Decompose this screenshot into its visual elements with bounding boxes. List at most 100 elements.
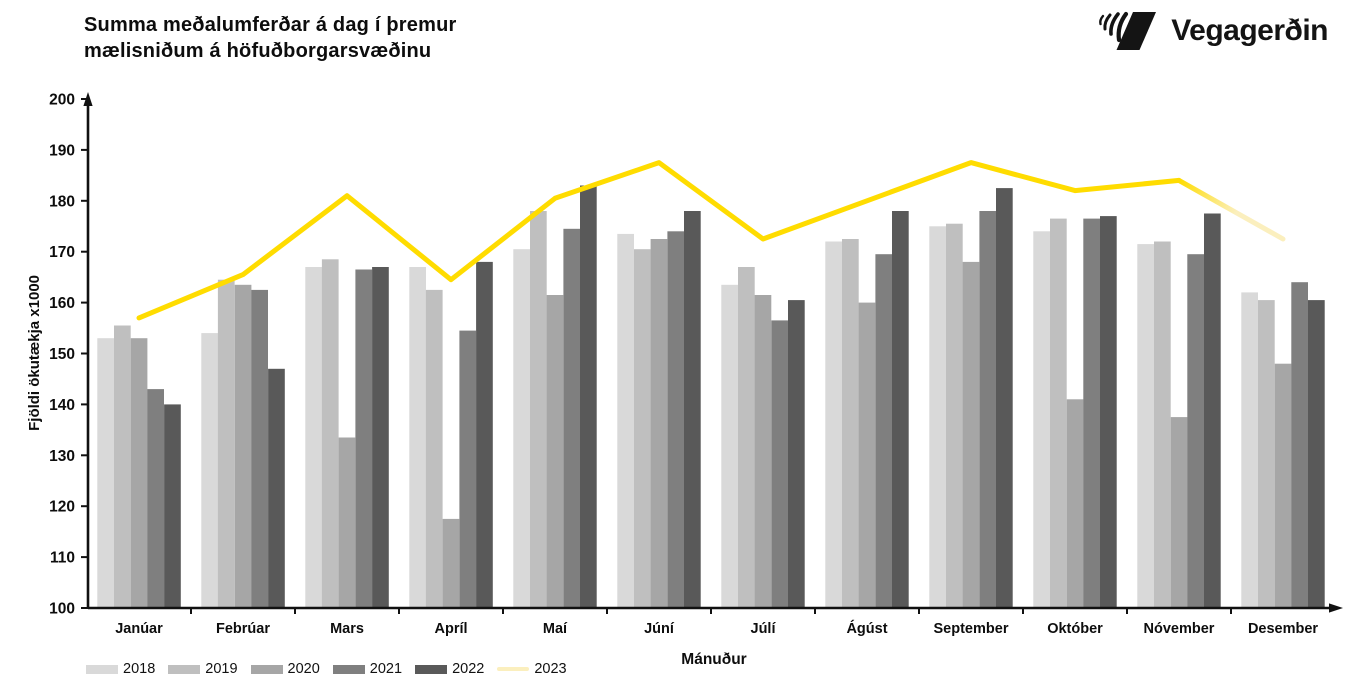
bar-2018-apríl: [409, 267, 426, 607]
bar-2019-apríl: [425, 289, 443, 607]
y-tick-label-140: 140: [49, 397, 75, 414]
bar-2019-október: [1050, 218, 1067, 607]
bar-2022-mars: [372, 267, 389, 607]
bar-2022-nóvember: [1204, 213, 1221, 607]
bar-2022-júlí: [788, 300, 805, 607]
bar-2020-febrúar: [234, 284, 252, 607]
bar-2022-janúar: [164, 404, 181, 607]
legend-swatch-2023: [497, 667, 530, 671]
page-title-line2: mælisniðum á höfuðborgarsvæðinu: [84, 40, 432, 63]
bar-2019-mars: [321, 259, 339, 607]
bar-2022-ágúst: [892, 211, 909, 607]
legend-item-2020: 2020: [250, 661, 320, 677]
y-tick-label-150: 150: [49, 346, 75, 363]
bar-2018-júní: [617, 233, 634, 607]
legend-label-2020: 2020: [287, 661, 320, 677]
bar-2018-mars: [305, 267, 322, 607]
bar-2021-apríl: [459, 330, 477, 607]
bar-2021-ágúst: [875, 254, 893, 607]
bar-2022-febrúar: [268, 368, 285, 607]
legend-label-2022: 2022: [452, 661, 485, 677]
chart-legend: 2018 2019 2020 2021 2022 2023: [86, 661, 580, 677]
y-tick-label-120: 120: [49, 499, 75, 516]
x-label-nóvember: Nóvember: [1144, 621, 1215, 637]
line-2023: [136, 160, 1182, 321]
bar-2019-janúar: [114, 325, 131, 607]
bar-2019-ágúst: [842, 239, 859, 607]
legend-item-2022: 2022: [415, 661, 484, 677]
legend-swatch-2021: [332, 664, 365, 674]
legend-label-2019: 2019: [205, 661, 238, 677]
y-tick-label-200: 200: [49, 92, 75, 109]
page-title-line1: Summa meðalumferðar á dag í þremur: [84, 14, 457, 36]
x-label-ágúst: Ágúst: [846, 620, 887, 637]
bar-2021-júní: [667, 231, 685, 608]
bar-2020-ágúst: [858, 302, 876, 607]
legend-label-2018: 2018: [123, 661, 156, 677]
bar-2019-febrúar: [217, 279, 235, 607]
bar-2022-október: [1100, 216, 1117, 607]
bar-2019-júní: [634, 249, 651, 607]
x-label-júlí: Júlí: [751, 621, 777, 637]
bar-2019-desember: [1258, 300, 1275, 607]
legend-swatch-2019: [168, 664, 201, 674]
bar-2022-september: [996, 188, 1013, 607]
line-2023-faded: [1176, 177, 1286, 242]
x-axis-arrow: [1329, 603, 1343, 613]
bar-2018-maí: [513, 249, 530, 607]
legend-item-2021: 2021: [332, 661, 402, 677]
bar-2021-desember: [1291, 282, 1308, 607]
bar-2022-maí: [580, 185, 597, 607]
bar-2018-febrúar: [201, 333, 218, 607]
bar-2022-júní: [684, 211, 701, 607]
x-label-desember: Desember: [1248, 621, 1318, 637]
bar-2018-nóvember: [1137, 244, 1154, 607]
bar-2021-nóvember: [1187, 254, 1204, 607]
bar-2020-nóvember: [1170, 417, 1188, 607]
bar-2019-júlí: [738, 267, 755, 607]
y-tick-label-170: 170: [49, 244, 75, 261]
bar-2021-október: [1083, 218, 1100, 607]
bar-2021-janúar: [147, 389, 164, 607]
vegagerdin-logo-icon: [1099, 11, 1157, 50]
legend-swatch-2022: [415, 664, 448, 674]
x-label-október: Október: [1047, 621, 1103, 637]
y-tick-label-160: 160: [49, 295, 75, 312]
legend-label-2023: 2023: [534, 661, 567, 677]
bar-2021-júlí: [771, 320, 789, 607]
legend-item-2019: 2019: [168, 661, 238, 677]
legend-item-2018: 2018: [86, 661, 155, 677]
bar-2021-maí: [563, 228, 581, 608]
bar-2020-janúar: [130, 338, 148, 607]
bar-2021-febrúar: [251, 289, 268, 607]
bar-2019-nóvember: [1154, 241, 1171, 607]
legend-item-2023: 2023: [497, 661, 567, 677]
bar-2022-desember: [1308, 300, 1325, 607]
x-label-febrúar: Febrúar: [216, 621, 270, 637]
legend-swatch-2020: [250, 664, 283, 674]
bar-2018-ágúst: [825, 241, 842, 607]
bar-2020-júlí: [754, 295, 772, 607]
bar-2020-maí: [546, 295, 564, 607]
y-tick-label-180: 180: [49, 193, 75, 210]
bar-2018-desember: [1241, 292, 1258, 607]
y-tick-label-190: 190: [49, 142, 75, 159]
x-label-janúar: Janúar: [115, 621, 163, 637]
bar-2019-september: [946, 223, 963, 607]
y-tick-label-100: 100: [49, 601, 75, 618]
x-label-maí: Maí: [543, 621, 568, 637]
y-tick-label-130: 130: [49, 448, 75, 465]
bar-2020-október: [1066, 399, 1084, 607]
y-tick-label-110: 110: [50, 550, 75, 567]
bar-2018-september: [929, 226, 946, 608]
bar-2021-mars: [355, 269, 373, 607]
x-axis-title: Mánuður: [681, 651, 747, 668]
x-label-apríl: Apríl: [434, 621, 467, 637]
bar-2022-apríl: [476, 261, 493, 607]
bar-2021-september: [979, 211, 997, 607]
bar-2018-júlí: [721, 284, 738, 607]
page-title: Summa meðalumferðar á dag í þremur mælis…: [84, 12, 456, 65]
bar-2019-maí: [530, 211, 547, 607]
